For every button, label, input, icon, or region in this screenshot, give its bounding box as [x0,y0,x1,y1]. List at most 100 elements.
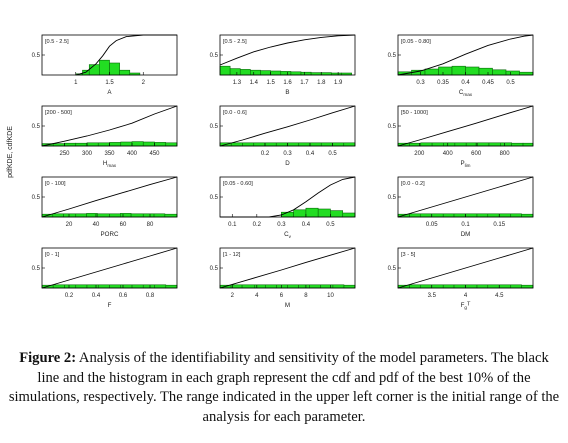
x-tick-label: 20 [66,222,73,228]
parameter-name: FgT [461,301,471,310]
histogram-bar [431,213,444,218]
subplot-5: 0.5 0.2 0.3 0.4 0.5 [0.0 - 0.6] D [210,105,356,167]
histogram-bar [477,142,490,147]
histogram-bar [487,213,500,218]
histogram-bar [419,213,433,218]
histogram-bar [465,213,478,218]
x-tick-label: 0.35 [437,80,449,86]
parameter-name: Cv [284,231,291,239]
x-tick-label: 1.4 [250,80,259,86]
y-tick-label: 0.5 [388,53,397,59]
histogram-bar [498,284,512,289]
histogram-bar [52,284,65,289]
histogram-bar [293,209,307,218]
parameter-name: PORC [101,231,119,238]
cdf-line [219,247,356,289]
histogram-bar [438,66,453,76]
parameter-name: A [107,89,112,96]
parameter-name: M [285,302,290,309]
x-tick-label: 600 [471,151,482,157]
parameter-subscript: lim [465,163,471,168]
range-label: [0 - 1] [45,252,60,258]
histogram-bar [275,142,288,147]
x-tick-label: 0.4 [92,293,101,299]
histogram-bar [109,142,122,147]
subplot-10: 0.5 0.2 0.4 0.6 0.8 [0 - 1] F [32,247,178,309]
histogram-bar [309,284,321,289]
x-tick-label: 0.45 [482,80,494,86]
subplot-3: 0.5 0.3 0.35 0.4 0.45 0.5 [0.05 - 0.80] Cmax [388,34,534,97]
x-tick-label: 80 [147,222,154,228]
histogram-bar [97,142,110,147]
histogram-bar [476,284,489,289]
x-tick-label: 0.3 [283,151,292,157]
y-tick-label: 0.5 [32,195,41,201]
histogram-bar [109,213,121,218]
histogram-bar [487,284,500,289]
range-label: [0.5 - 2.5] [223,39,247,45]
x-tick-label: 2 [231,293,235,299]
cdf-line [41,247,178,289]
cdf-line [219,105,356,147]
x-tick-label: 0.1 [461,222,470,228]
x-tick-label: 400 [127,151,138,157]
histogram-bar [320,142,333,147]
parameter-name: Hmax [103,160,117,168]
histogram-bar [298,284,310,289]
histogram-bar [120,213,132,218]
histogram-bar [130,213,144,218]
histogram-bar [86,284,99,289]
histogram-bar [64,284,77,289]
histogram-bar [409,284,421,289]
subplot-7: 0.5 20 40 60 80 [0 - 100] PORC [32,176,178,238]
range-label: [3 - 5] [401,252,416,258]
histogram-bar [442,284,455,289]
x-tick-label: 400 [443,151,454,157]
subplot-8: 0.5 0.1 0.2 0.3 0.4 0.5 [0.05 - 0.60] Cv [210,176,356,239]
range-label: [0.05 - 0.80] [401,39,431,45]
parameter-name: Plim [460,160,470,168]
histogram-bar [97,213,110,218]
cdf-line [397,247,534,289]
y-tick-label: 0.5 [388,266,397,272]
cdf-line [219,34,356,66]
histogram-bar [260,70,271,76]
y-tick-label: 0.5 [210,124,219,130]
x-tick-label: 0.2 [253,222,262,228]
histogram-bar [300,71,312,76]
parameter-subscript: g [464,305,467,310]
histogram-bar [131,284,144,289]
subplot-9: 0.5 0.05 0.1 0.15 [0.0 - 0.2] DM [388,176,534,238]
histogram-bar [442,213,455,218]
cdf-line [220,176,356,218]
histogram-bar [131,141,144,147]
caption-label: Figure 2: [19,350,77,366]
range-label: [0.5 - 2.5] [45,39,69,45]
histogram-bar [86,142,99,147]
x-tick-label: 1.6 [283,80,292,86]
x-tick-label: 0.3 [277,222,286,228]
histogram-bar [290,71,302,76]
y-tick-label: 0.5 [210,195,219,201]
histogram-bar [109,284,121,289]
cdf-line [75,34,177,76]
histogram-bar [219,65,231,76]
parameter-subscript: max [107,163,116,168]
x-tick-label: 200 [414,151,425,157]
histogram-bar [478,67,493,76]
histogram-bar [521,284,534,289]
histogram-bar [75,284,88,289]
histogram-bar [154,284,167,289]
x-tick-label: 300 [82,151,93,157]
x-tick-label: 0.2 [65,293,74,299]
histogram-bar [454,142,467,147]
x-tick-label: 350 [104,151,115,157]
x-tick-label: 3.5 [428,293,437,299]
histogram-bar [270,70,282,76]
x-tick-label: 4 [464,293,468,299]
range-label: [0 - 100] [45,181,66,187]
histogram-bar [142,213,155,218]
histogram-bar [52,213,64,218]
cdf-line [397,105,534,147]
histogram-bar [230,142,243,147]
